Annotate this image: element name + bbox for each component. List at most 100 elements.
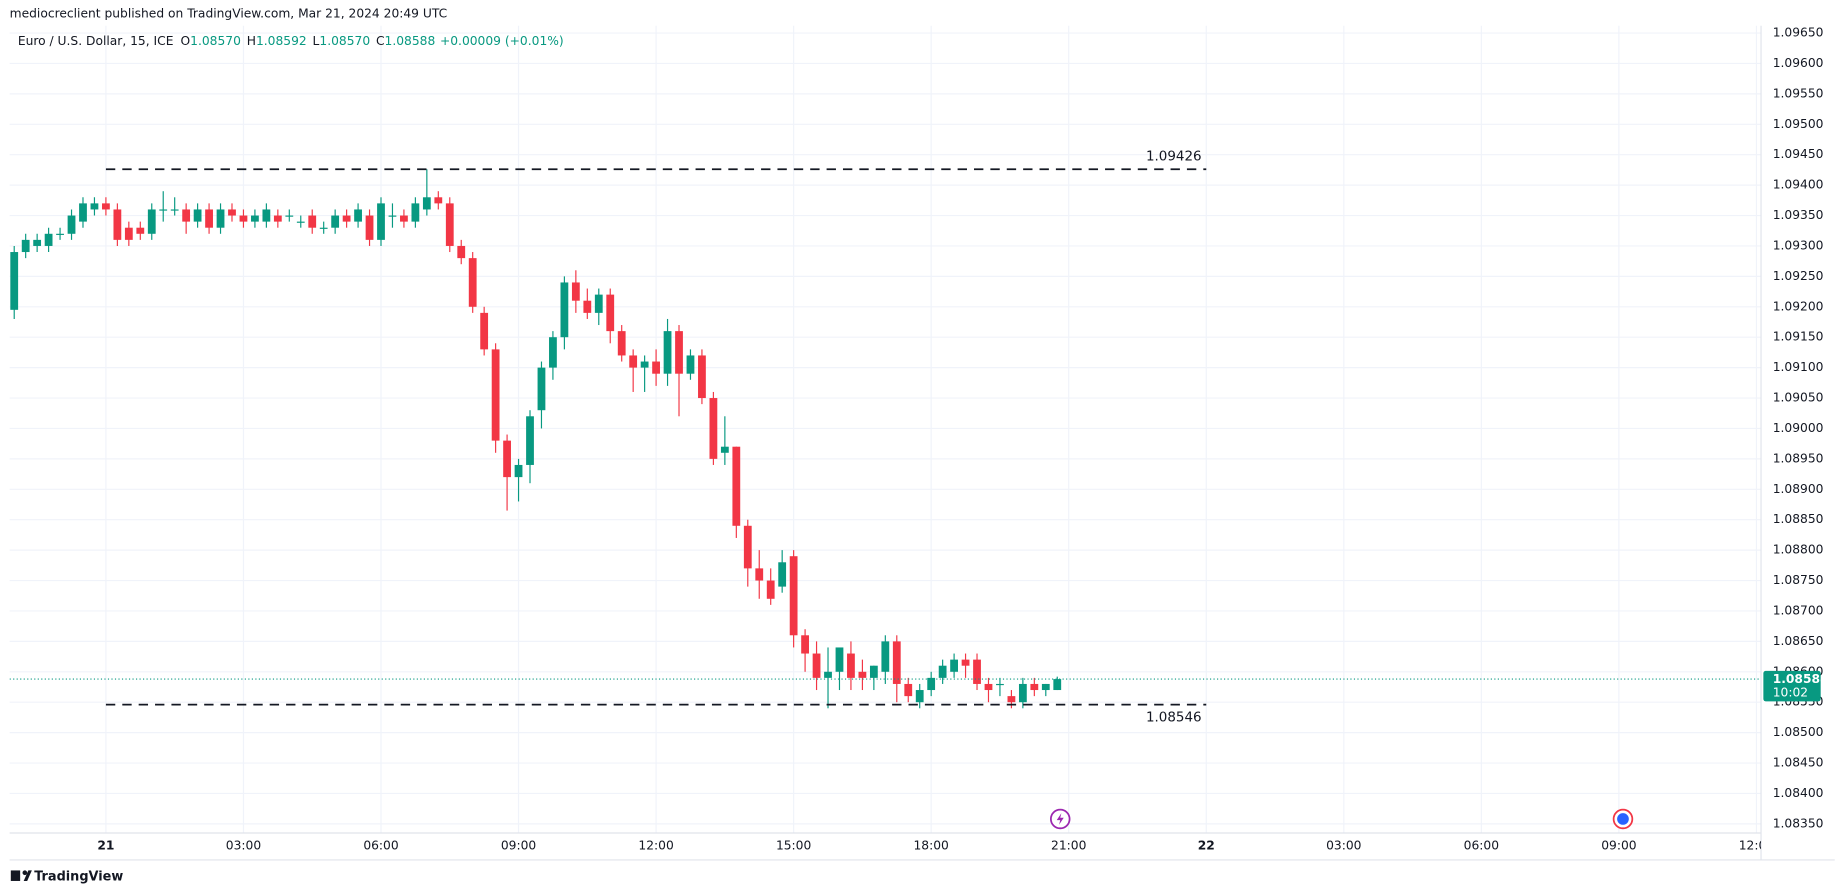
candle-body (801, 635, 809, 654)
y-tick-label: 1.09300 (1773, 238, 1824, 252)
candle-body (503, 440, 511, 478)
ohlc-key: H (247, 33, 256, 47)
ohlc-value: 1.08588 (385, 33, 436, 47)
change-value: +0.00009 (+0.01%) (440, 33, 564, 47)
candle-body (170, 209, 179, 211)
candle-body (331, 215, 340, 228)
candle-body (79, 203, 87, 222)
published-note: mediocreclient published on TradingView.… (10, 7, 448, 21)
logo: TradingView (10, 869, 123, 884)
candle-body (892, 641, 901, 684)
y-tick-label: 1.09050 (1773, 391, 1824, 405)
event-icon-glyph (1056, 813, 1064, 825)
plot-area: 1.09426 1.08546 (9, 149, 1762, 726)
candle-body (228, 209, 236, 216)
candle-body (560, 282, 569, 338)
candle-body (365, 215, 374, 240)
candle-body (342, 215, 351, 222)
candle-body (629, 355, 638, 368)
candle-body (262, 209, 271, 222)
candle-body (881, 641, 890, 672)
y-tick-label: 1.09350 (1773, 208, 1824, 222)
candle-body (251, 215, 259, 222)
y-tick-label: 1.09100 (1773, 360, 1824, 374)
candle-body (422, 197, 431, 210)
candle-body (526, 416, 534, 465)
candle-body (869, 665, 878, 678)
candle-body (698, 355, 706, 399)
x-tick-label: 12:00 (638, 838, 673, 852)
candle-body (938, 665, 947, 678)
y-tick-label: 1.09500 (1773, 117, 1824, 131)
candle-body (537, 367, 546, 411)
y-tick-label: 1.08950 (1773, 451, 1824, 465)
candle-body (147, 209, 156, 234)
x-tick-label: 06:00 (1464, 838, 1499, 852)
y-tick-label: 1.09400 (1773, 178, 1824, 192)
candle-body (124, 227, 133, 240)
candle-body (583, 300, 592, 313)
y-tick-label: 1.09550 (1773, 86, 1824, 100)
ohlc-key: C (376, 33, 385, 47)
legend-line: Euro / U.S. Dollar, 15, ICE O1.08570 H1.08… (18, 33, 564, 47)
last-price-label: 1.08588 (1773, 672, 1829, 686)
candle-body (239, 215, 248, 222)
candle-body (102, 203, 110, 210)
candle-body (1053, 679, 1062, 691)
x-tick-label: 03:00 (226, 838, 261, 852)
y-tick-label: 1.08700 (1773, 603, 1824, 617)
candle-body (973, 659, 981, 684)
y-tick-label: 1.08850 (1773, 512, 1824, 526)
candle-body (388, 215, 397, 217)
y-tick-label: 1.09150 (1773, 330, 1824, 344)
candle-body (514, 464, 523, 478)
candle-body (33, 239, 42, 246)
candle-body (182, 209, 191, 222)
candle-body (686, 355, 695, 374)
candle-body (915, 690, 924, 703)
y-tick-label: 1.09450 (1773, 147, 1824, 161)
logo-mark (10, 870, 21, 881)
y-tick-label: 1.09650 (1773, 26, 1824, 40)
candle-body (720, 446, 729, 453)
y-tick-label: 1.08900 (1773, 482, 1824, 496)
candle-body (858, 671, 867, 678)
y-tick-label: 1.08500 (1773, 725, 1824, 739)
y-tick-label: 1.08800 (1773, 543, 1824, 557)
candle-body (1007, 696, 1016, 703)
candle-body (675, 331, 683, 374)
candle-body (205, 209, 213, 228)
x-tick-label: 22 (1198, 838, 1215, 852)
candle-body (904, 683, 913, 697)
candle-body (1018, 683, 1027, 703)
candle-body (594, 294, 603, 313)
candle-body (491, 349, 500, 441)
level-label: 1.08546 (1146, 711, 1202, 726)
candle-body (193, 209, 202, 222)
candle-body (216, 209, 225, 228)
y-tick-label: 1.09250 (1773, 269, 1824, 283)
symbol-name: Euro / U.S. Dollar, 15, ICE (18, 33, 174, 47)
candle-body (571, 282, 580, 301)
candle-body (136, 227, 145, 234)
candle-body (434, 197, 443, 204)
candle-body (1030, 683, 1039, 691)
candle-body (90, 203, 99, 210)
candle-body (961, 659, 970, 666)
candle-body (984, 683, 993, 691)
ohlc-key: L (313, 33, 320, 47)
x-tick-label: 18:00 (913, 838, 948, 852)
axes: 1.083501.084001.084501.085001.085501.086… (97, 26, 1828, 853)
candle-body (617, 331, 626, 356)
candle-body (113, 209, 122, 240)
candle-body (927, 677, 936, 691)
candle-body (285, 215, 294, 217)
grid (9, 25, 1762, 833)
y-tick-label: 1.08650 (1773, 634, 1824, 648)
logo-mark (22, 870, 28, 876)
candle-body (319, 227, 328, 229)
x-tick-label: 21 (97, 838, 114, 852)
